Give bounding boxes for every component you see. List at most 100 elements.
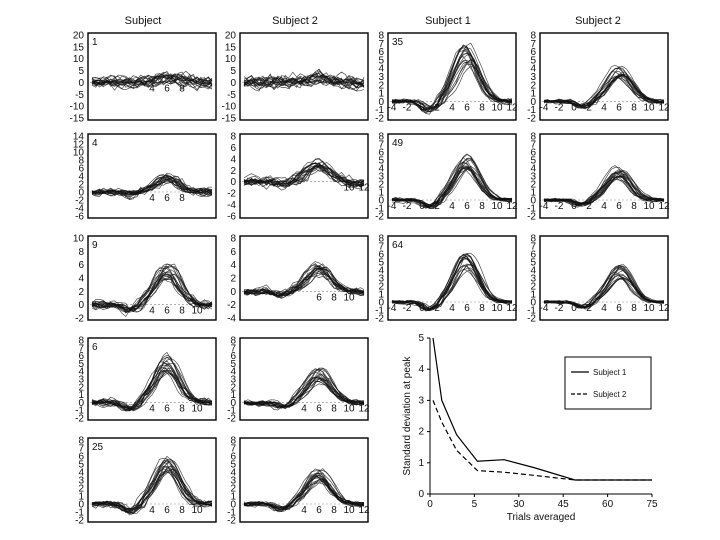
y-tick-label: 6 <box>530 47 536 58</box>
y-tick-label: 5 <box>530 156 536 167</box>
y-tick-label: 8 <box>230 234 236 245</box>
y-tick-label: 0 <box>230 398 236 409</box>
x-tick-label: 8 <box>479 102 485 113</box>
y-tick-label: 6 <box>378 148 384 159</box>
x-tick-label: 6 <box>464 303 470 314</box>
trace-group <box>391 153 513 209</box>
y-tick-label: -1 <box>375 306 384 317</box>
response-trace <box>391 61 513 109</box>
x-tick-label: 6 <box>164 306 170 317</box>
y-tick-label: 8 <box>378 234 384 245</box>
y-tick-label: 6 <box>78 452 84 463</box>
y-tick-label: 3 <box>378 72 384 83</box>
y-tick-label: 0 <box>530 97 536 108</box>
y-tick-label: 3 <box>530 72 536 83</box>
y-tick-label: -2 <box>227 300 236 311</box>
response-trace <box>391 60 513 109</box>
x-tick-label: 12 <box>506 102 518 113</box>
x-tick-label: 4 <box>601 201 607 212</box>
series-line-2 <box>432 400 652 481</box>
y-tick-label: 7 <box>378 140 384 151</box>
y-tick-label: -2 <box>375 212 384 223</box>
y-tick-label: 8 <box>230 132 236 143</box>
x-tick-label: 2 <box>434 201 440 212</box>
x-tick-label: 4 <box>601 102 607 113</box>
x-tick-label: -4 <box>540 201 549 212</box>
y-tick-label: 4 <box>530 164 536 175</box>
panel-frame <box>539 32 669 121</box>
x-tick-label: 6 <box>616 303 622 314</box>
y-tick-label: -2 <box>75 516 84 527</box>
response-trace <box>91 175 213 197</box>
x-tick-label: 2 <box>434 303 440 314</box>
x-tick-label: 2 <box>586 201 592 212</box>
y-tick-label: 1 <box>230 492 236 503</box>
x-tick-label: 10 <box>491 201 503 212</box>
x-tick-label: 6 <box>616 201 622 212</box>
y-tick-label: 7 <box>78 343 84 354</box>
x-tick-label: 10 <box>643 201 655 212</box>
trace-group <box>91 172 213 201</box>
response-trace <box>543 273 665 308</box>
x-tick-label: 10 <box>191 505 203 516</box>
response-trace <box>391 46 513 114</box>
y-tick-label: 0 <box>378 97 384 108</box>
panel-frame <box>539 133 669 219</box>
y-tick-label: 5 <box>418 333 424 344</box>
y-tick-label: 4 <box>378 164 384 175</box>
y-tick-label: 2 <box>230 274 236 285</box>
y-tick-label: 5 <box>530 258 536 269</box>
response-trace <box>391 167 513 206</box>
y-tick-label: 0 <box>78 188 84 199</box>
x-tick-label: -2 <box>403 102 412 113</box>
response-trace <box>243 168 365 187</box>
x-tick-label: 12 <box>506 303 518 314</box>
x-tick-label: 6 <box>464 201 470 212</box>
y-tick-label: 2 <box>230 484 236 495</box>
x-tick-label: -2 <box>555 303 564 314</box>
panel-label: 25 <box>92 442 104 453</box>
y-tick-label: 6 <box>230 351 236 362</box>
panel-label: 4 <box>92 138 98 149</box>
y-tick-label: 0 <box>418 489 424 500</box>
y-tick-label: 4 <box>378 64 384 75</box>
y-tick-label: -2 <box>375 114 384 125</box>
column-title-4: Subject 2 <box>575 15 621 27</box>
y-tick-label: 0 <box>230 500 236 511</box>
y-tick-label: 12 <box>73 140 85 151</box>
response-trace <box>543 166 665 207</box>
response-trace <box>91 370 213 410</box>
x-tick-label: 12 <box>658 102 670 113</box>
y-tick-label: 1 <box>378 89 384 100</box>
y-tick-label: 4 <box>530 266 536 277</box>
x-tick-label: 6 <box>316 505 322 516</box>
y-tick-label: 1 <box>378 188 384 199</box>
y-tick-label: 8 <box>378 31 384 42</box>
y-tick-label: 1 <box>530 89 536 100</box>
y-tick-label: -6 <box>75 212 84 223</box>
y-tick-label: 0 <box>230 287 236 298</box>
response-trace <box>243 267 365 296</box>
y-tick-label: 5 <box>78 359 84 370</box>
panel-label: 49 <box>392 138 404 149</box>
legend-box <box>564 356 652 410</box>
x-tick-label: 8 <box>479 201 485 212</box>
x-tick-label: 8 <box>331 403 337 414</box>
y-tick-label: 5 <box>530 55 536 66</box>
y-tick-label: 0 <box>378 298 384 309</box>
response-trace <box>91 174 213 196</box>
response-trace <box>243 475 365 512</box>
y-tick-label: 8 <box>230 336 236 347</box>
response-trace <box>91 369 213 410</box>
response-trace <box>243 377 365 409</box>
response-trace <box>243 73 365 88</box>
y-tick-label: 4 <box>78 468 84 479</box>
x-tick-label: 10 <box>343 403 355 414</box>
y-tick-label: 5 <box>378 55 384 66</box>
trace-group <box>243 68 365 92</box>
y-tick-label: 8 <box>530 31 536 42</box>
x-tick-label: 10 <box>643 303 655 314</box>
